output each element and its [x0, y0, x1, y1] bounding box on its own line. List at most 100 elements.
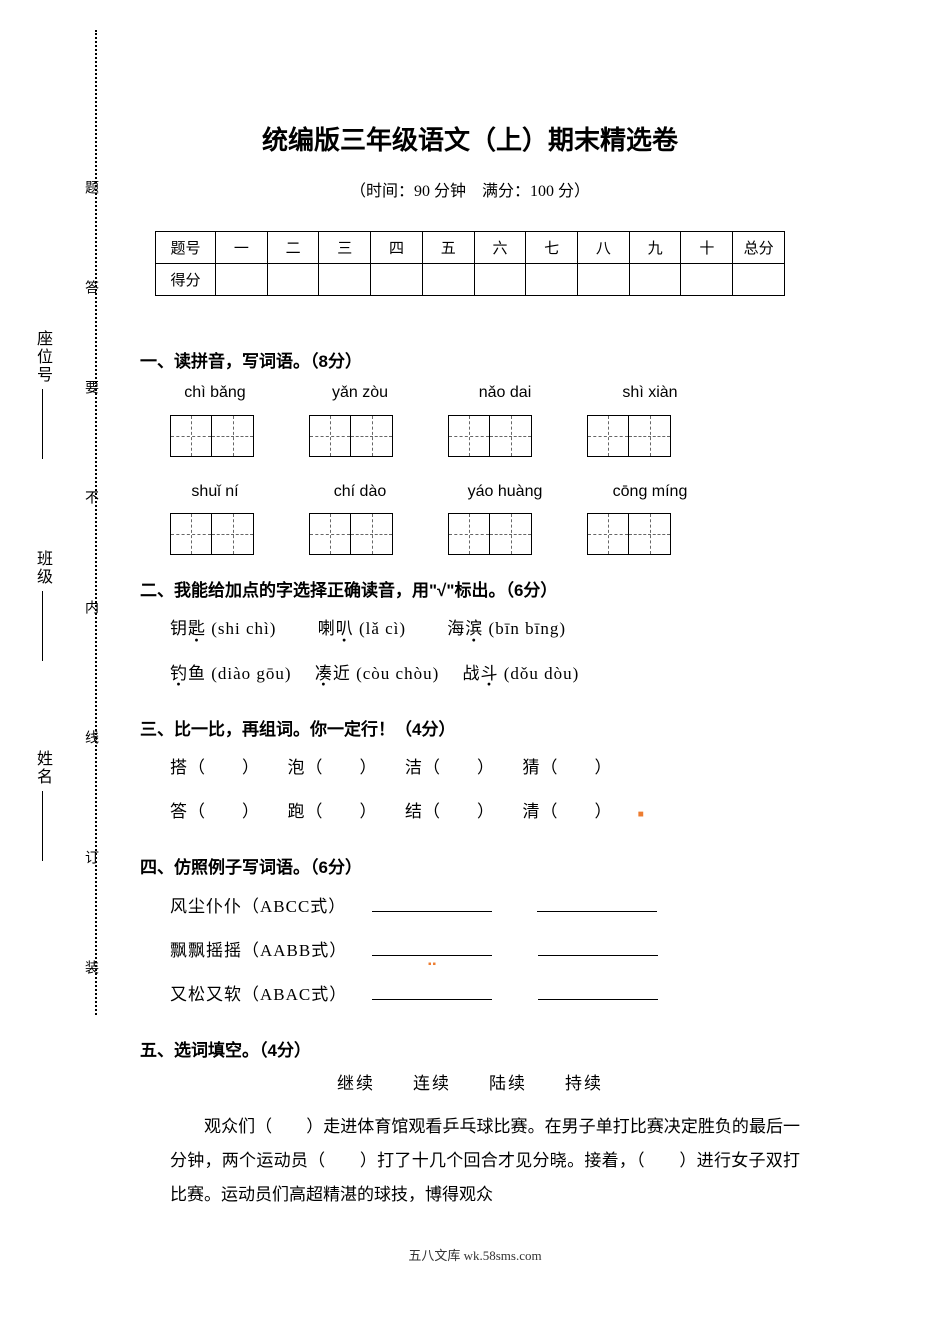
q4-example: 风尘仆仆（ABCC式） — [170, 897, 346, 916]
binding-label-bu: 不 — [80, 490, 100, 504]
q2-py: (shi chì) — [206, 619, 276, 638]
binding-labels: 装 订 线 内 不 要 答 题 — [80, 30, 100, 1015]
char-box-group — [587, 513, 671, 555]
q2-dotted-char: 斗 — [481, 652, 499, 696]
q4-line-1: 风尘仆仆（ABCC式） — [170, 885, 800, 929]
binding-label-da: 答 — [80, 280, 100, 294]
binding-label-zhuang: 装 — [80, 960, 100, 974]
binding-label-nei: 内 — [80, 600, 100, 614]
cell-empty — [371, 264, 423, 296]
info-class-label: 班级 — [34, 550, 51, 586]
pinyin-item: nǎo dai — [460, 378, 550, 408]
blank-line — [538, 999, 658, 1000]
cell-empty — [578, 264, 630, 296]
blank-line — [372, 911, 492, 912]
cell: 十 — [681, 232, 733, 264]
binding-label-xian: 线 — [80, 730, 100, 744]
cell-empty — [629, 264, 681, 296]
q2-title: 二、我能给加点的字选择正确读音，用"√"标出。（6分） — [140, 575, 800, 607]
char-box-group — [309, 513, 393, 555]
cell-label: 得分 — [156, 264, 216, 296]
q2-dotted-char: 钓 — [170, 652, 188, 696]
cell-empty — [267, 264, 319, 296]
char-box-row — [170, 415, 800, 457]
cell: 三 — [319, 232, 371, 264]
q2-py: (diào gōu) — [206, 664, 292, 683]
question-5: 五、选词填空。（4分） 继续 连续 陆续 持续 观众们（ ）走进体育馆观看乒乓球… — [140, 1035, 800, 1212]
char-box-group — [448, 513, 532, 555]
info-seat-label: 座位号 — [34, 330, 51, 384]
cell: 六 — [474, 232, 526, 264]
question-4: 四、仿照例子写词语。（6分） 风尘仆仆（ABCC式） 飘飘摇摇（AABB式） ▪… — [140, 852, 800, 1017]
cell-empty — [216, 264, 268, 296]
q5-passage: 观众们（ ）走进体育馆观看乒乓球比赛。在男子单打比赛决定胜负的最后一分钟，两个运… — [170, 1110, 800, 1212]
q2-py: (dǒu dòu) — [499, 664, 580, 683]
char-box-row — [170, 513, 800, 555]
cell-empty — [526, 264, 578, 296]
q2-dotted-char: 凑 — [315, 652, 333, 696]
exam-title: 统编版三年级语文（上）期末精选卷 — [140, 120, 800, 157]
orange-marker-icon: ■ — [638, 809, 645, 820]
cell: 一 — [216, 232, 268, 264]
info-name-label: 姓名 — [34, 750, 51, 786]
q2-text: 近 — [333, 664, 351, 683]
q4-example: 又松又软（ABAC式） — [170, 985, 347, 1004]
q3-title: 三、比一比，再组词。你一定行！（4分） — [140, 714, 800, 746]
pinyin-item: chì bǎng — [170, 378, 260, 408]
binding-label-yao: 要 — [80, 380, 100, 394]
question-1: 一、读拼音，写词语。（8分） chì bǎng yǎn zòu nǎo dai … — [140, 346, 800, 555]
pinyin-item: chí dào — [315, 477, 405, 507]
info-class: 班级 — [30, 550, 54, 661]
q2-text: 海 — [447, 619, 465, 638]
cell: 总分 — [733, 232, 785, 264]
blank-line — [372, 999, 492, 1000]
pinyin-item: yáo huàng — [460, 477, 550, 507]
question-2: 二、我能给加点的字选择正确读音，用"√"标出。（6分） 钥匙 (shi chì)… — [140, 575, 800, 696]
info-name: 姓名 — [30, 750, 54, 861]
q2-py: (lǎ cì) — [354, 619, 406, 638]
q2-text: 鱼 — [188, 664, 206, 683]
pinyin-row: shuǐ ní chí dào yáo huàng cōng míng — [170, 477, 800, 507]
cell: 五 — [422, 232, 474, 264]
cell: 八 — [578, 232, 630, 264]
cell-empty — [733, 264, 785, 296]
cell-label: 题号 — [156, 232, 216, 264]
cell-empty — [319, 264, 371, 296]
cell: 七 — [526, 232, 578, 264]
q4-example: 飘飘摇摇（AABB式） — [170, 941, 347, 960]
q2-text: 钥 — [170, 619, 188, 638]
q2-line-1: 钥匙 (shi chì) 喇叭 (lǎ cì) 海滨 (bīn bīng) — [170, 607, 800, 651]
cell-empty — [681, 264, 733, 296]
blank-line: ▪▪ — [372, 955, 492, 956]
q2-py: (còu chòu) — [351, 664, 439, 683]
char-box-group — [309, 415, 393, 457]
orange-marker-icon: ▪▪ — [428, 952, 437, 978]
q2-line-2: 钓鱼 (diào gōu) 凑近 (còu chòu) 战斗 (dǒu dòu) — [170, 652, 800, 696]
table-row: 题号 一 二 三 四 五 六 七 八 九 十 总分 — [156, 232, 785, 264]
pinyin-item: shì xiàn — [605, 378, 695, 408]
q2-py: (bīn bīng) — [483, 619, 566, 638]
question-3: 三、比一比，再组词。你一定行！（4分） 搭（ ） 泡（ ） 洁（ ） 猜（ ） … — [140, 714, 800, 835]
q4-line-3: 又松又软（ABAC式） — [170, 973, 800, 1017]
q3-line-2: 答（ ） 跑（ ） 结（ ） 清（ ） ■ — [170, 790, 800, 834]
q2-text: 战 — [463, 664, 481, 683]
cell: 九 — [629, 232, 681, 264]
binding-label-ding: 订 — [80, 850, 100, 864]
q4-line-2: 飘飘摇摇（AABB式） ▪▪ — [170, 929, 800, 973]
q2-dotted-char: 匙 — [188, 607, 206, 651]
char-box-group — [170, 415, 254, 457]
main-content: 统编版三年级语文（上）期末精选卷 （时间：90 分钟 满分：100 分） 题号 … — [140, 120, 800, 1230]
pinyin-row: chì bǎng yǎn zòu nǎo dai shì xiàn — [170, 378, 800, 408]
pinyin-item: cōng míng — [605, 477, 695, 507]
exam-subtitle: （时间：90 分钟 满分：100 分） — [140, 177, 800, 201]
cell: 四 — [371, 232, 423, 264]
binding-label-ti: 题 — [80, 180, 100, 194]
q3-line-2-text: 答（ ） 跑（ ） 结（ ） 清（ ） — [170, 802, 613, 821]
q2-dotted-char: 滨 — [465, 607, 483, 651]
char-box-group — [170, 513, 254, 555]
q5-word-choices: 继续 连续 陆续 持续 — [140, 1068, 800, 1100]
info-seat: 座位号 — [30, 330, 54, 459]
blank-line — [538, 955, 658, 956]
footer-text: 五八文库 wk.58sms.com — [0, 1245, 950, 1264]
pinyin-item: yǎn zòu — [315, 378, 405, 408]
